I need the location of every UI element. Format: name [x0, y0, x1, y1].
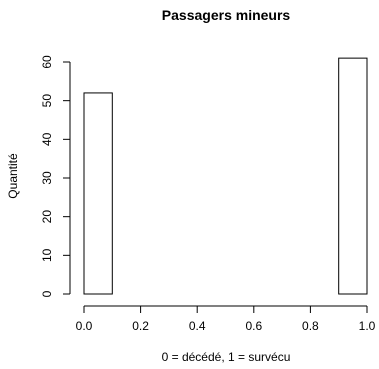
bars-group	[83, 57, 368, 295]
x-tick-label: 0.2	[132, 319, 149, 333]
y-tick-label: 50	[40, 94, 54, 108]
y-tick-label: 0	[40, 290, 54, 297]
x-tick-label: 1.0	[359, 319, 376, 333]
histogram-bar-9	[338, 57, 368, 295]
chart-title: Passagers mineurs	[162, 7, 291, 23]
x-axis: 0.0 0.2 0.4 0.6 0.8 1.0	[76, 305, 376, 333]
y-tick-label: 30	[40, 171, 54, 185]
x-tick-label: 0.6	[245, 319, 262, 333]
x-axis-label: 0 = décédé, 1 = survécu	[162, 350, 291, 364]
y-axis-label: Quantité	[6, 153, 20, 199]
y-axis: 0 10 20 30 40 50 60	[40, 55, 71, 297]
histogram-bar-0	[83, 92, 113, 295]
y-tick-label: 20	[40, 210, 54, 224]
y-tick-label: 60	[40, 55, 54, 69]
y-tick-label: 10	[40, 248, 54, 262]
y-tick-label: 40	[40, 132, 54, 146]
x-tick-label: 0.8	[302, 319, 319, 333]
x-tick-label: 0.0	[76, 319, 93, 333]
x-tick-label: 0.4	[189, 319, 206, 333]
